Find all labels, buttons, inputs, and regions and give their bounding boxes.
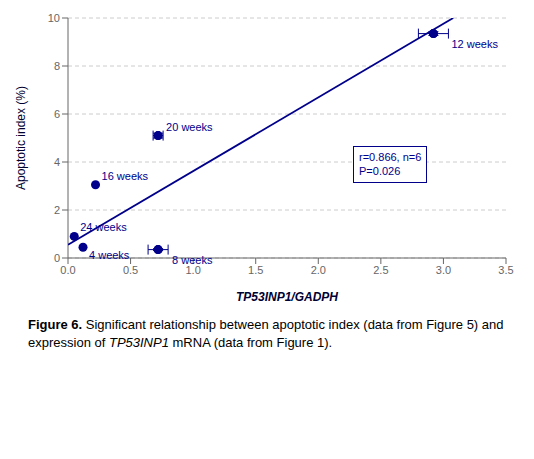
svg-text:3.5: 3.5 <box>498 264 513 276</box>
svg-text:24 weeks: 24 weeks <box>80 221 127 233</box>
svg-text:3.0: 3.0 <box>436 264 451 276</box>
svg-text:2.0: 2.0 <box>311 264 326 276</box>
svg-text:0.0: 0.0 <box>60 264 75 276</box>
svg-text:4: 4 <box>54 156 60 168</box>
svg-text:12 weeks: 12 weeks <box>451 38 498 50</box>
svg-text:6: 6 <box>54 108 60 120</box>
svg-text:1.5: 1.5 <box>248 264 263 276</box>
svg-text:2.5: 2.5 <box>373 264 388 276</box>
html-text:Figure 6. Significant relation: Figure 6. Significant relationship betwe… <box>28 317 504 351</box>
svg-text:16 weeks: 16 weeks <box>102 170 149 182</box>
svg-text:2: 2 <box>54 204 60 216</box>
svg-text:8 weeks: 8 weeks <box>172 254 213 266</box>
svg-text:10: 10 <box>48 12 60 24</box>
svg-text:8: 8 <box>54 60 60 72</box>
svg-text:TP53INP1/GADPH: TP53INP1/GADPH <box>236 290 338 304</box>
svg-text:1.0: 1.0 <box>185 264 200 276</box>
svg-text:20 weeks: 20 weeks <box>166 121 213 133</box>
svg-text:Apoptotic index (%): Apoptotic index (%) <box>14 86 28 190</box>
svg-text:0: 0 <box>54 252 60 264</box>
html-text:r=0.866, n=6 P=0.026: r=0.866, n=6 P=0.026 <box>359 151 422 178</box>
svg-text:0.5: 0.5 <box>123 264 138 276</box>
svg-text:4 weeks: 4 weeks <box>89 249 130 261</box>
